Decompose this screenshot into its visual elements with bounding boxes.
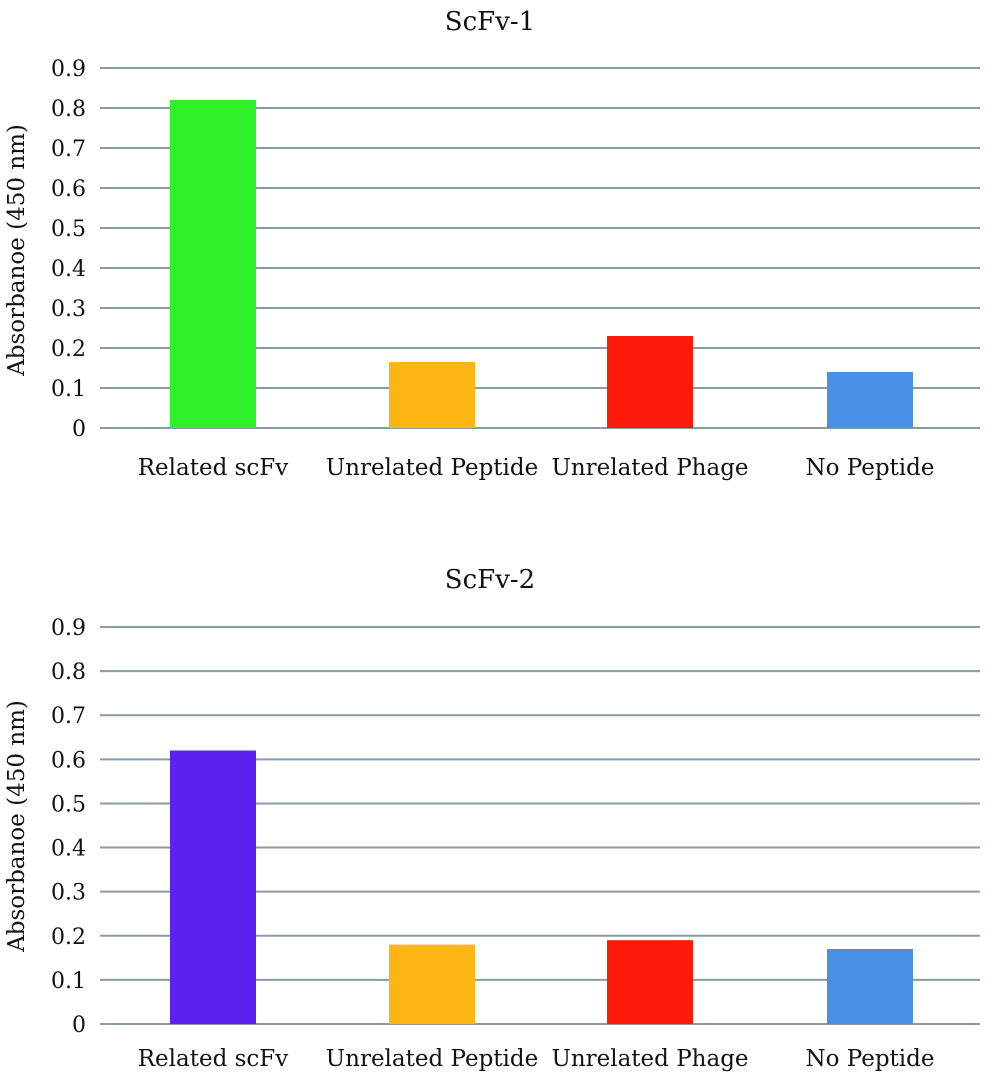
- x-tick-label: Related scFv: [138, 1046, 289, 1072]
- y-tick-label: 0.6: [51, 177, 86, 202]
- y-tick-label: 0.4: [51, 837, 86, 862]
- x-tick-label: Unrelated Phage: [551, 455, 748, 481]
- bars: [170, 750, 913, 1024]
- chart-scfv-1: ScFv-1 Absorbanoe (450 nm) 0 0.1 0.2 0.3 0.4…: [4, 7, 980, 481]
- x-tick-labels: Related scFv Unrelated Peptide Unrelated P…: [138, 455, 935, 481]
- y-tick-label: 0.3: [51, 881, 86, 906]
- x-tick-labels: Related scFv Unrelated Peptide Unrelated P…: [138, 1046, 935, 1072]
- bar: [389, 944, 475, 1024]
- y-tick-label: 0.7: [51, 137, 86, 162]
- y-tick-label: 0.8: [51, 660, 86, 685]
- y-tick-label: 0.7: [51, 704, 86, 729]
- chart-scfv-2: ScFv-2 Absorbanoe (450 nm) 0 0.1 0.2 0.3 0.4…: [4, 565, 980, 1072]
- y-tick-labels: 0 0.1 0.2 0.3 0.4 0.5 0.6 0.7 0.8 0.9: [51, 57, 86, 442]
- bar: [827, 949, 913, 1024]
- y-tick-labels: 0 0.1 0.2 0.3 0.4 0.5 0.6 0.7 0.8 0.9: [51, 616, 86, 1038]
- x-tick-label: No Peptide: [806, 455, 935, 481]
- y-axis-title: Absorbanoe (450 nm): [4, 700, 30, 953]
- x-tick-label: No Peptide: [806, 1046, 935, 1072]
- bar: [389, 362, 475, 428]
- x-tick-label: Unrelated Phage: [551, 1046, 748, 1072]
- bar: [170, 750, 256, 1024]
- y-tick-label: 0.9: [51, 616, 86, 641]
- y-tick-label: 0.6: [51, 748, 86, 773]
- chart-title: ScFv-1: [445, 7, 535, 37]
- y-tick-label: 0.5: [51, 217, 86, 242]
- y-tick-label: 0.9: [51, 57, 86, 82]
- x-tick-label: Unrelated Peptide: [326, 455, 538, 481]
- y-tick-label: 0.2: [51, 337, 86, 362]
- bar: [170, 100, 256, 428]
- chart-title: ScFv-2: [445, 565, 535, 595]
- bars: [170, 100, 913, 428]
- bar: [607, 336, 693, 428]
- y-tick-label: 0.3: [51, 297, 86, 322]
- x-tick-label: Unrelated Peptide: [326, 1046, 538, 1072]
- x-tick-label: Related scFv: [138, 455, 289, 481]
- y-tick-label: 0.1: [51, 377, 86, 402]
- bar: [607, 940, 693, 1024]
- y-tick-label: 0: [72, 1013, 86, 1038]
- y-tick-label: 0.1: [51, 969, 86, 994]
- bar: [827, 372, 913, 428]
- y-tick-label: 0.5: [51, 792, 86, 817]
- y-axis-title: Absorbanoe (450 nm): [4, 124, 30, 377]
- y-tick-label: 0.4: [51, 257, 86, 282]
- y-tick-label: 0.8: [51, 97, 86, 122]
- y-tick-label: 0: [72, 417, 86, 442]
- y-tick-label: 0.2: [51, 925, 86, 950]
